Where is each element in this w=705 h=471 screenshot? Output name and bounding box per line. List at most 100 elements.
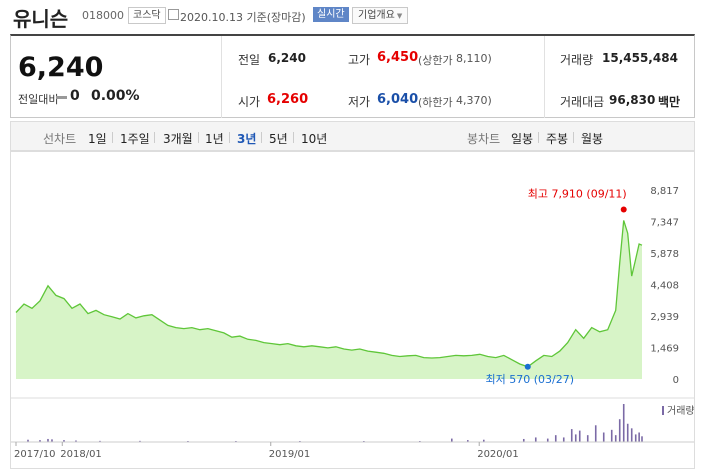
- high-annotation: 최고 7,910 (09/11): [528, 187, 627, 200]
- current-price: 6,240: [18, 52, 104, 83]
- period-3m[interactable]: 3개월: [163, 132, 193, 146]
- trade-amount-unit: 백만: [658, 95, 681, 109]
- price-line: [15, 220, 643, 368]
- volume-bar: [626, 423, 629, 442]
- divider: [154, 132, 155, 143]
- chart-toolbar: 선차트 1일 1주일 3개월 1년 3년 5년 10년 봉차트 일봉 주봉 월봉: [10, 121, 695, 151]
- volume-bar: [641, 436, 643, 442]
- company-info-label: 기업개요: [358, 10, 395, 21]
- stock-header: 유니슨 018000 코스닥 2020.10.13 기준(장마감) 실시간 기업…: [0, 0, 705, 34]
- volume-bar: [570, 429, 573, 442]
- volume-bar: [586, 435, 589, 442]
- calendar-icon: [168, 9, 179, 20]
- upper-limit-label: (상한가: [418, 54, 453, 67]
- trade-amount-value: 96,830: [609, 93, 656, 107]
- volume-bar: [522, 438, 525, 442]
- volume-bar: [610, 429, 613, 442]
- upper-limit-value: 8,110): [456, 52, 492, 65]
- prev-close-value: 6,240: [268, 51, 306, 65]
- change-percent: 0.00%: [91, 88, 140, 104]
- change-label: 전일대비: [18, 93, 59, 106]
- volume-bar: [546, 438, 549, 442]
- x-tick-label: 2017/10: [14, 449, 56, 460]
- volume-bar: [534, 437, 537, 442]
- volume-bar: [466, 440, 469, 442]
- divider: [573, 132, 574, 143]
- change-value: 0: [70, 88, 80, 104]
- volume-bar: [614, 435, 617, 442]
- volume-legend-label: 거래량: [667, 405, 694, 417]
- volume-bar: [562, 437, 565, 442]
- realtime-button[interactable]: 실시간: [313, 7, 349, 22]
- divider: [261, 132, 262, 143]
- y-tick-label: 5,878: [650, 249, 679, 260]
- open-label: 시가: [238, 95, 261, 109]
- quote-date: 2020.10.13 기준(장마감): [180, 11, 306, 24]
- low-annotation: 최저 570 (03/27): [486, 373, 575, 386]
- volume-bar: [139, 440, 141, 442]
- chevron-down-icon: ▼: [396, 12, 403, 20]
- lower-limit-value: 4,370): [456, 94, 492, 107]
- divider: [229, 132, 230, 143]
- candle-monthly[interactable]: 월봉: [581, 132, 604, 146]
- price-area-fill: [16, 220, 642, 379]
- volume-legend-swatch: [662, 406, 664, 415]
- y-tick-label: 2,939: [650, 312, 679, 323]
- divider: [198, 132, 199, 143]
- volume-bar: [602, 432, 605, 442]
- candle-weekly[interactable]: 주봉: [546, 132, 569, 146]
- high-value: 6,450: [377, 50, 419, 65]
- x-tick-label: 2019/01: [269, 449, 311, 460]
- volume-bar: [99, 440, 101, 442]
- high-marker: [620, 206, 627, 213]
- volume-bar: [75, 440, 77, 442]
- low-value: 6,040: [377, 92, 419, 107]
- y-tick-label: 1,469: [650, 344, 679, 355]
- volume-bar: [622, 404, 625, 442]
- volume-bar: [39, 440, 41, 442]
- company-info-dropdown[interactable]: 기업개요 ▼: [352, 7, 409, 24]
- divider: [293, 132, 294, 143]
- open-value: 6,260: [267, 92, 309, 107]
- stock-code: 018000: [82, 9, 124, 22]
- low-marker: [524, 363, 531, 370]
- volume-label: 거래량: [560, 53, 594, 67]
- period-1w[interactable]: 1주일: [120, 132, 150, 146]
- period-10y[interactable]: 10년: [301, 132, 328, 146]
- divider: [112, 132, 113, 143]
- trade-amount-label: 거래대금: [560, 95, 605, 109]
- divider: [544, 36, 545, 118]
- volume-bar: [63, 440, 65, 442]
- volume-bar: [51, 439, 53, 442]
- period-1y[interactable]: 1년: [205, 132, 224, 146]
- volume-bar: [578, 430, 581, 442]
- y-tick-label: 7,347: [650, 218, 679, 229]
- divider: [221, 36, 222, 118]
- volume-bar: [638, 432, 640, 442]
- y-tick-label: 8,817: [650, 186, 679, 197]
- price-chart-svg: 0 1,469 2,939 4,408 5,878 7,347 8,817 최고 7,910 …: [11, 186, 694, 460]
- period-1d[interactable]: 1일: [88, 132, 107, 146]
- period-3y[interactable]: 3년: [237, 132, 257, 146]
- volume-bar: [554, 435, 557, 442]
- y-tick-label: 0: [673, 375, 679, 386]
- volume-bar: [482, 439, 485, 442]
- price-chart: 0 1,469 2,939 4,408 5,878 7,347 8,817 최고 7,910 …: [10, 151, 695, 469]
- high-label: 고가: [348, 53, 371, 67]
- volume-value: 15,455,484: [602, 51, 678, 65]
- volume-bar: [27, 439, 29, 442]
- stock-name[interactable]: 유니슨: [13, 7, 69, 31]
- volume-bar: [47, 438, 49, 442]
- x-tick-label: 2018/01: [60, 449, 102, 460]
- candle-chart-label: 봉차트: [467, 132, 501, 146]
- volume-bar: [574, 434, 577, 442]
- volume-bar: [630, 428, 633, 442]
- volume-bar: [618, 419, 621, 442]
- prev-close-label: 전일: [238, 53, 261, 67]
- period-5y[interactable]: 5년: [269, 132, 288, 146]
- divider: [538, 132, 539, 143]
- candle-daily[interactable]: 일봉: [511, 132, 534, 146]
- lower-limit-label: (하한가: [418, 96, 453, 109]
- market-badge: 코스닥: [128, 7, 166, 24]
- y-tick-label: 4,408: [650, 281, 679, 292]
